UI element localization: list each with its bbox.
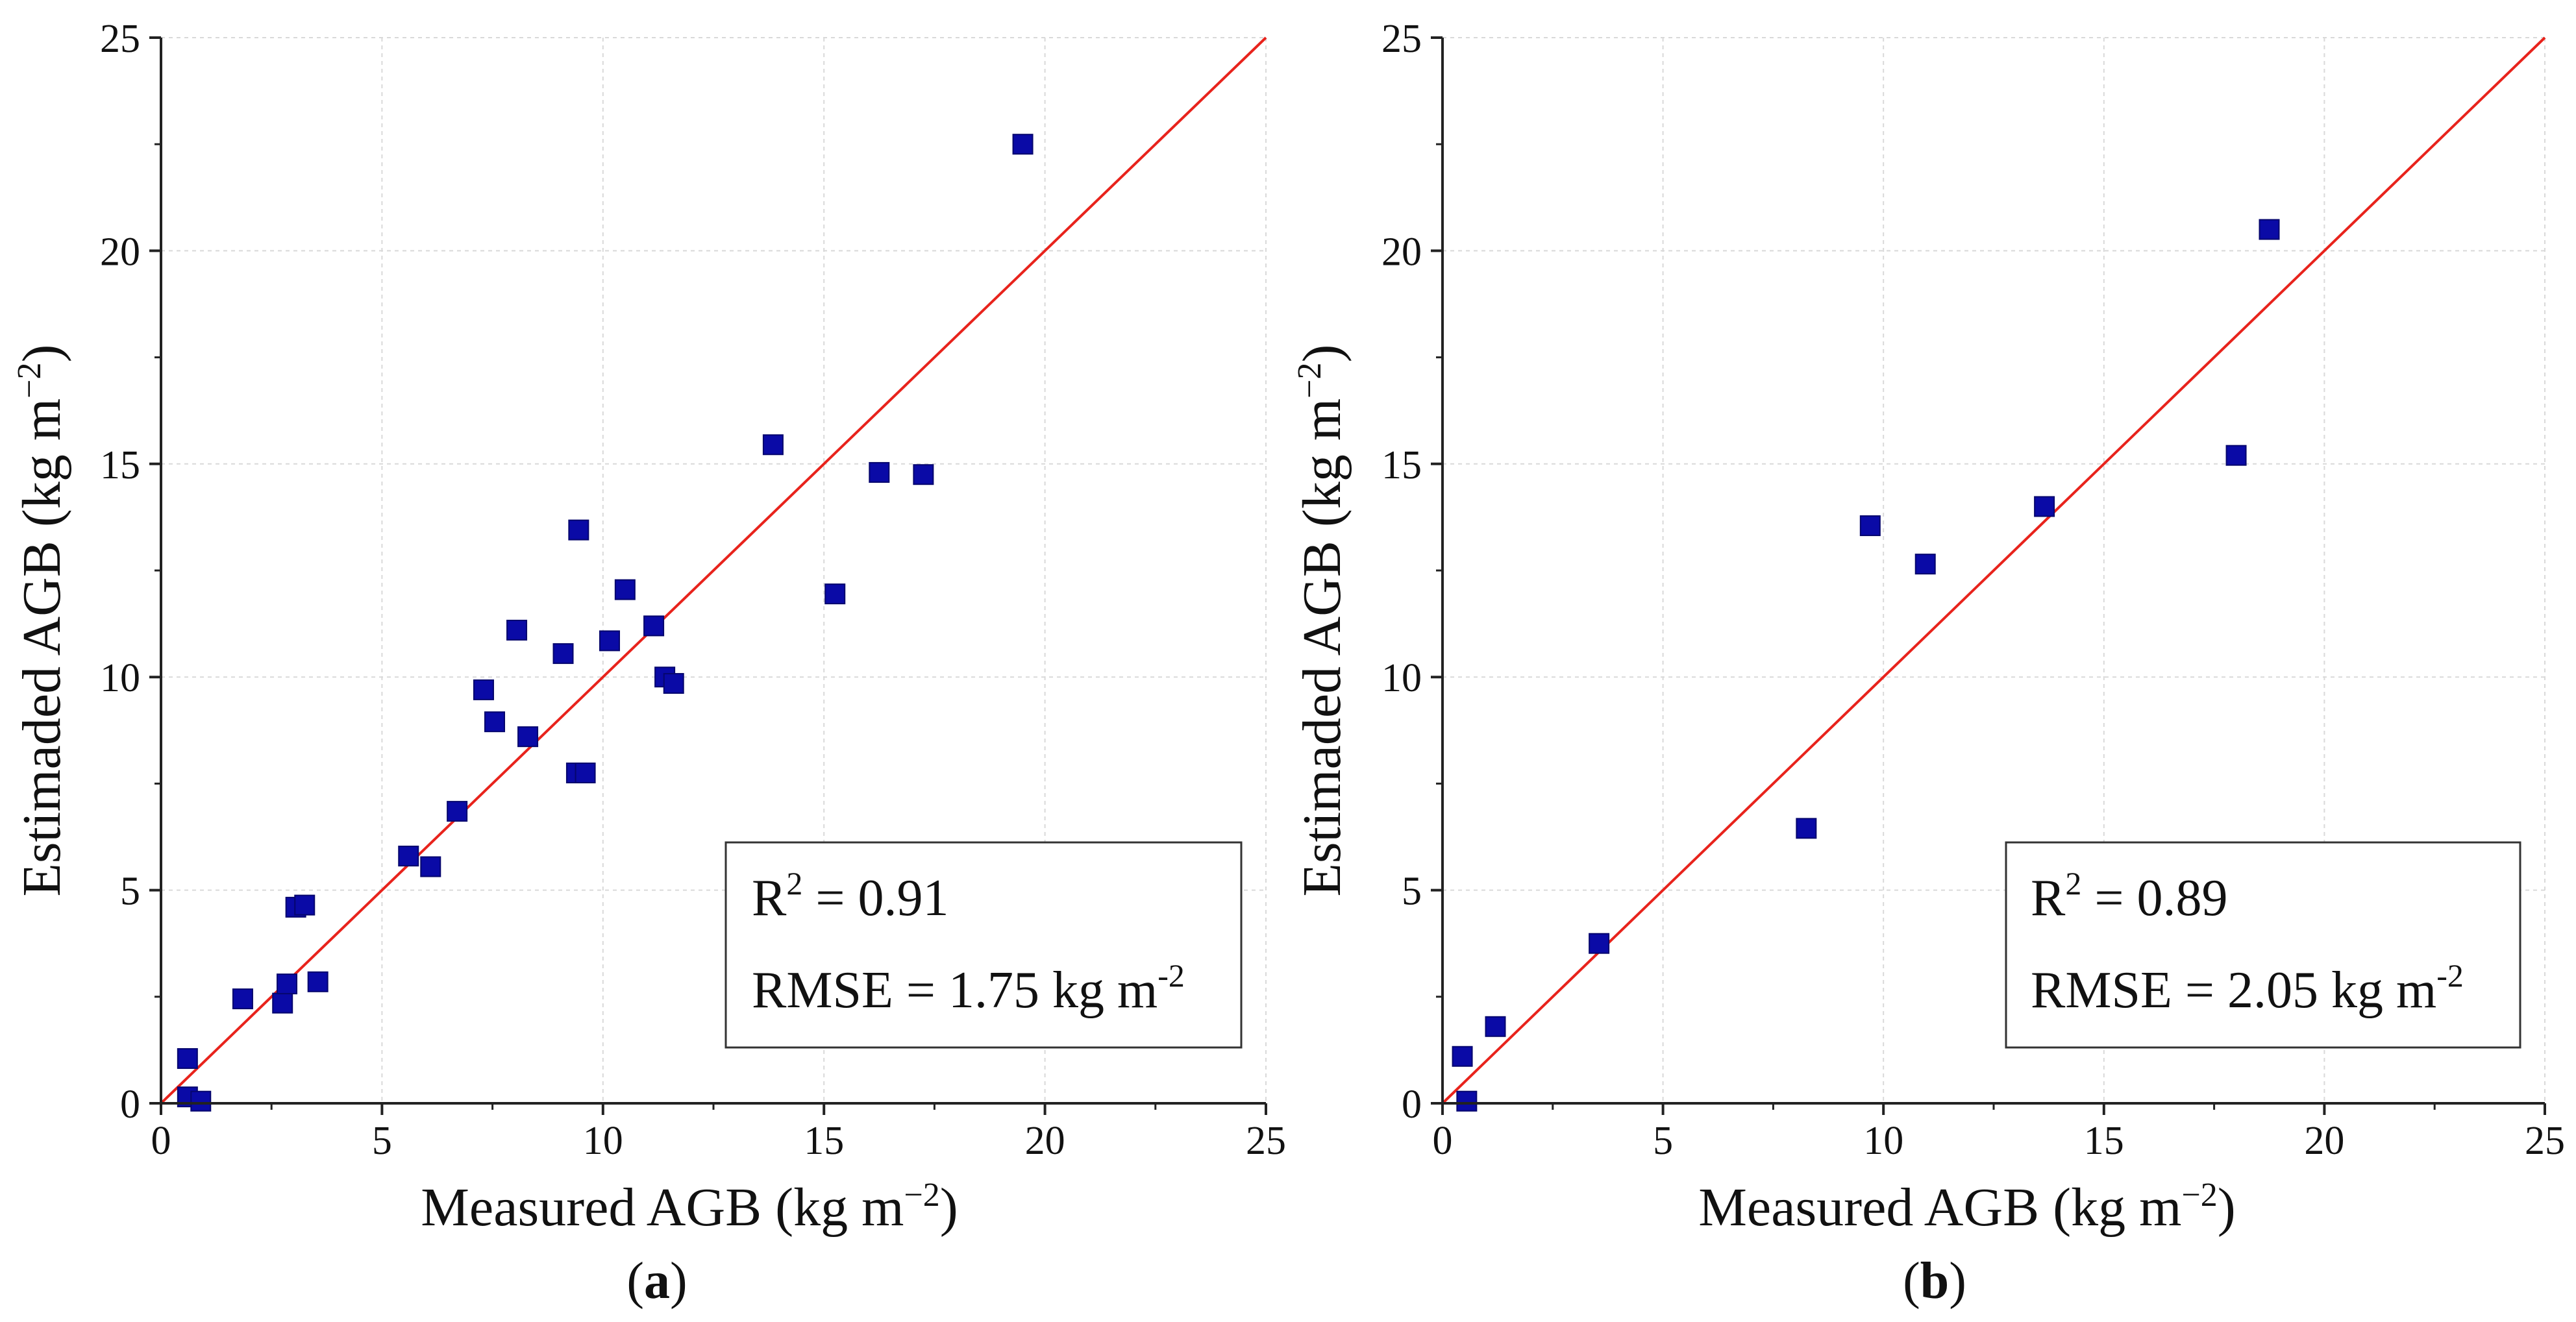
data-point xyxy=(177,1048,198,1070)
data-point xyxy=(2034,496,2055,517)
y-axis-label: Estimaded AGB (kg m−2) xyxy=(1291,345,1352,897)
x-tick-label: 5 xyxy=(1653,1119,1673,1163)
data-point xyxy=(1485,1016,1506,1037)
data-points xyxy=(1452,219,2280,1112)
data-point xyxy=(484,711,506,733)
y-tick-label: 25 xyxy=(100,17,140,61)
data-point xyxy=(307,971,328,992)
x-tick-label: 0 xyxy=(151,1119,171,1163)
y-tick-label: 0 xyxy=(120,1083,140,1127)
data-point xyxy=(599,630,621,652)
x-axis-label: Measured AGB (kg m−2) xyxy=(421,1177,958,1238)
axes-frame xyxy=(1431,36,2546,1115)
data-point xyxy=(420,856,441,877)
data-point xyxy=(1914,554,1936,575)
data-point xyxy=(398,846,419,867)
data-point xyxy=(190,1090,212,1112)
panel-a: 0 5 10 15 20 25 0 5 10 15 20 25 Measured AGB (kg m… xyxy=(11,17,1286,1310)
data-point xyxy=(869,461,890,483)
x-tick-label: 5 xyxy=(372,1119,392,1163)
one-to-one-line xyxy=(1441,36,2546,1105)
panel-label: (b) xyxy=(1903,1253,1966,1310)
r2-text: R2 = 0.89 xyxy=(2031,865,2227,927)
one-to-one-line xyxy=(160,36,1267,1105)
y-tick-label: 20 xyxy=(1381,230,1422,274)
x-tick-label: 10 xyxy=(583,1119,623,1163)
data-point xyxy=(568,519,589,541)
x-tick-label: 15 xyxy=(804,1119,844,1163)
x-tick-label: 0 xyxy=(1433,1119,1453,1163)
data-point xyxy=(552,643,574,665)
data-point xyxy=(1452,1046,1473,1067)
data-point xyxy=(2259,219,2280,240)
data-point xyxy=(232,988,253,1010)
data-point xyxy=(517,726,539,748)
x-tick-labels: 0 5 10 15 20 25 xyxy=(1433,1119,2566,1163)
y-tick-label: 0 xyxy=(1402,1083,1422,1127)
y-tick-label: 15 xyxy=(1381,443,1422,487)
rmse-text: RMSE = 2.05 kg m-2 xyxy=(2031,957,2464,1019)
x-tick-label: 25 xyxy=(2525,1119,2565,1163)
x-tick-labels: 0 5 10 15 20 25 xyxy=(151,1119,1287,1163)
x-tick-label: 10 xyxy=(1863,1119,1903,1163)
axes-frame xyxy=(149,36,1267,1115)
data-point xyxy=(294,894,316,916)
r2-text: R2 = 0.91 xyxy=(752,865,948,927)
rmse-text: RMSE = 1.75 kg m-2 xyxy=(752,957,1185,1019)
data-point xyxy=(447,801,468,822)
y-tick-labels: 0 5 10 15 20 25 xyxy=(1381,17,1422,1127)
x-axis-label: Measured AGB (kg m−2) xyxy=(1698,1177,2236,1238)
y-tick-label: 10 xyxy=(1381,656,1422,700)
stats-box: R2 = 0.91 RMSE = 1.75 kg m-2 xyxy=(724,841,1243,1049)
data-point xyxy=(272,992,293,1014)
data-point xyxy=(1859,515,1881,537)
data-point xyxy=(824,583,846,605)
panel-label: (a) xyxy=(626,1253,687,1310)
y-tick-label: 5 xyxy=(120,870,140,914)
x-tick-label: 20 xyxy=(1025,1119,1065,1163)
data-point xyxy=(614,579,636,600)
x-tick-label: 25 xyxy=(1246,1119,1286,1163)
data-point xyxy=(1456,1090,1478,1112)
x-tick-label: 15 xyxy=(2084,1119,2124,1163)
data-point xyxy=(1796,818,1817,839)
y-tick-labels: 0 5 10 15 20 25 xyxy=(100,17,140,1127)
data-point xyxy=(762,434,784,456)
y-tick-label: 25 xyxy=(1381,17,1422,61)
data-point xyxy=(643,615,665,637)
data-point xyxy=(663,673,684,694)
data-point xyxy=(2225,445,2247,466)
data-point xyxy=(506,619,528,641)
data-point xyxy=(277,973,298,995)
data-point xyxy=(473,679,494,700)
x-tick-label: 20 xyxy=(2304,1119,2344,1163)
y-tick-label: 10 xyxy=(100,656,140,700)
data-point xyxy=(913,464,934,485)
data-point xyxy=(1012,134,1034,155)
data-point xyxy=(1589,933,1610,954)
panel-b: 0 5 10 15 20 25 0 5 10 15 20 25 Measured AGB (kg m… xyxy=(1291,17,2565,1310)
stats-box: R2 = 0.89 RMSE = 2.05 kg m-2 xyxy=(2005,841,2521,1049)
y-tick-label: 15 xyxy=(100,443,140,487)
y-tick-label: 20 xyxy=(100,230,140,274)
y-axis-label: Estimaded AGB (kg m−2) xyxy=(11,345,72,897)
y-tick-label: 5 xyxy=(1402,870,1422,914)
data-point xyxy=(575,762,596,783)
